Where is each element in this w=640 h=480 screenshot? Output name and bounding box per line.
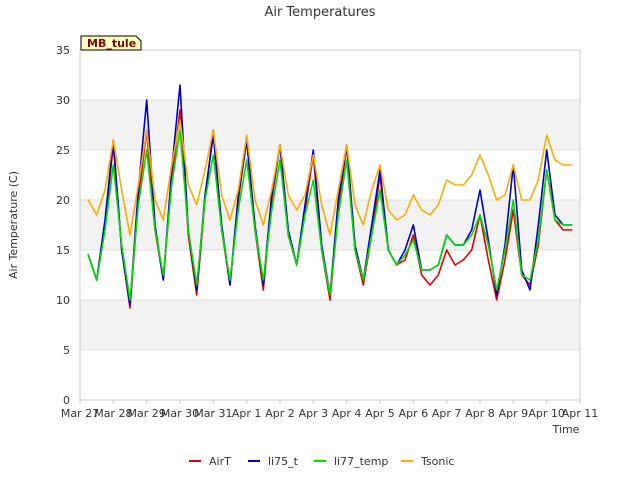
y-tick-label: 5 (63, 344, 70, 357)
x-tick-label: Apr 11 (562, 407, 599, 420)
series-line-li77-temp (87, 129, 573, 301)
plot-band (80, 200, 580, 250)
x-tick-label: Mar 27 (61, 407, 99, 420)
y-axis-label: Air Temperature (C) (7, 171, 20, 279)
y-axis-ticks: 0 5 10 15 20 25 30 35 (56, 44, 70, 407)
legend-label: li75_t (268, 455, 299, 468)
chart-title: Air Temperatures (264, 5, 375, 20)
x-tick-label: Apr 4 (332, 407, 362, 420)
x-tick-label: Apr 2 (265, 407, 295, 420)
legend-label: li77_temp (334, 455, 388, 468)
x-tick-label: Mar 28 (94, 407, 132, 420)
plot-band (80, 350, 580, 400)
plot-band (80, 300, 580, 350)
x-tick-label: Mar 31 (194, 407, 232, 420)
site-label-tag (80, 35, 142, 51)
x-tick-label: Apr 9 (499, 407, 529, 420)
series-line-tsonic (87, 119, 573, 236)
legend: AirT li75_t li77_temp Tsonic (189, 455, 454, 468)
y-tick-label: 35 (56, 44, 70, 57)
plot-frame (79, 49, 581, 401)
y-tick-label: 15 (56, 244, 70, 257)
legend-label: Tsonic (420, 455, 454, 468)
site-label: MB_tule (87, 37, 136, 50)
x-tick-label: Apr 3 (299, 407, 329, 420)
site-label-box: MB_tule (80, 35, 142, 51)
x-tick-label: Apr 7 (432, 407, 462, 420)
y-tick-label: 25 (56, 144, 70, 157)
legend-label: AirT (209, 455, 231, 468)
x-tick-label: Apr 6 (399, 407, 429, 420)
y-tick-label: 30 (56, 94, 70, 107)
y-tick-label: 0 (63, 394, 70, 407)
x-tick-label: Apr 8 (465, 407, 495, 420)
plot-band (80, 100, 580, 150)
series-layer (87, 84, 573, 309)
plot-band (80, 50, 580, 100)
plot-band (80, 150, 580, 200)
x-tick-label: Apr 5 (365, 407, 395, 420)
x-tick-label: Apr 1 (232, 407, 262, 420)
x-tick-label: Mar 29 (128, 407, 166, 420)
plot-background (80, 50, 580, 400)
x-tick-label: Apr 10 (528, 407, 565, 420)
y-tick-label: 10 (56, 294, 70, 307)
x-tick-label: Mar 30 (161, 407, 199, 420)
y-tick-label: 20 (56, 194, 70, 207)
x-axis-label: Time (552, 423, 580, 436)
